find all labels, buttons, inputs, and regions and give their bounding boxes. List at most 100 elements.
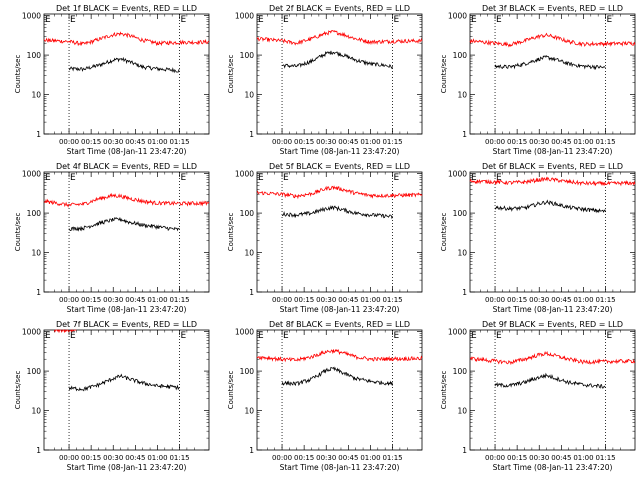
- plot-frame: [256, 13, 423, 135]
- interval-marker-label: E: [471, 15, 477, 25]
- x-tick-label: 00:15: [294, 138, 314, 146]
- x-tick-label: 00:00: [272, 296, 292, 304]
- x-tick-label: 01:15: [169, 296, 189, 304]
- x-tick-label: 01:00: [573, 138, 593, 146]
- y-tick-label: 1: [249, 130, 254, 139]
- y-tick-label: 100: [240, 367, 255, 376]
- y-tick-label: 1: [36, 446, 41, 455]
- x-tick-label: 01:15: [382, 454, 402, 462]
- y-tick-label: 100: [453, 367, 468, 376]
- plot-frame: [43, 13, 210, 135]
- interval-marker-label: E: [394, 15, 400, 25]
- x-tick-label: 01:00: [147, 138, 167, 146]
- x-tick-label: 00:30: [103, 296, 123, 304]
- y-axis-label: Counts/sec: [227, 213, 235, 252]
- x-axis-label: Start Time (08-Jan-11 23:47:20): [280, 147, 400, 156]
- x-tick-label: 01:00: [360, 454, 380, 462]
- y-axis-label: Counts/sec: [14, 371, 22, 410]
- lld-series-line: [256, 349, 423, 363]
- x-tick-label: 00:30: [529, 138, 549, 146]
- x-tick-label: 00:45: [551, 296, 571, 304]
- y-tick-label: 100: [27, 367, 42, 376]
- y-axis-label: Counts/sec: [440, 371, 448, 410]
- x-tick-label: 00:15: [81, 296, 101, 304]
- interval-marker-label: E: [607, 15, 613, 25]
- events-series-line: [68, 56, 180, 74]
- lld-series-line: [43, 31, 210, 47]
- interval-marker-label: E: [471, 331, 477, 341]
- y-tick-label: 10: [31, 249, 41, 258]
- x-axis-label: Start Time (08-Jan-11 23:47:20): [67, 305, 187, 314]
- plot-frame: [256, 171, 423, 293]
- x-tick-label: 00:45: [125, 454, 145, 462]
- x-tick-label: 01:00: [573, 296, 593, 304]
- y-tick-label: 1000: [448, 170, 467, 179]
- x-tick-label: 01:15: [595, 296, 615, 304]
- y-tick-label: 1000: [448, 328, 467, 337]
- lld-series-line: [256, 185, 423, 200]
- y-tick-label: 1000: [235, 170, 254, 179]
- interval-marker-label: E: [496, 15, 502, 25]
- interval-marker-label: E: [471, 173, 477, 183]
- detector-panel: Det 2f BLACK = Events, RED = LLD 1 10 100 10…: [227, 4, 423, 156]
- x-axis-label: Start Time (08-Jan-11 23:47:20): [493, 463, 613, 472]
- x-tick-label: 00:30: [529, 454, 549, 462]
- events-series-line: [494, 199, 606, 214]
- panel-title: Det 9f BLACK = Events, RED = LLD: [482, 320, 623, 329]
- y-tick-label: 1: [462, 446, 467, 455]
- y-tick-label: 1: [36, 288, 41, 297]
- x-axis-label: Start Time (08-Jan-11 23:47:20): [67, 463, 187, 472]
- interval-marker-label: E: [496, 173, 502, 183]
- y-axis-label: Counts/sec: [440, 55, 448, 94]
- interval-marker-label: E: [607, 331, 613, 341]
- y-tick-label: 100: [27, 209, 42, 218]
- lld-series-line: [469, 350, 636, 366]
- x-tick-label: 00:45: [338, 296, 358, 304]
- y-tick-label: 100: [240, 51, 255, 60]
- detector-panel: Det 1f BLACK = Events, RED = LLD 1 10 100 10…: [14, 4, 210, 156]
- lld-series-line: [43, 192, 210, 208]
- interval-marker-label: E: [45, 331, 51, 341]
- x-axis-label: Start Time (08-Jan-11 23:47:20): [67, 147, 187, 156]
- y-tick-label: 10: [457, 407, 467, 416]
- lld-series-line: [469, 176, 636, 187]
- x-tick-label: 00:30: [103, 454, 123, 462]
- x-tick-label: 00:30: [316, 296, 336, 304]
- detector-panel: Det 7f BLACK = Events, RED = LLD 1 10 100 10…: [14, 320, 210, 472]
- interval-marker-label: E: [181, 15, 187, 25]
- x-axis-label: Start Time (08-Jan-11 23:47:20): [493, 147, 613, 156]
- plot-frame: [43, 329, 210, 451]
- x-tick-label: 01:00: [573, 454, 593, 462]
- y-tick-label: 1000: [22, 328, 41, 337]
- interval-marker-label: E: [258, 173, 264, 183]
- x-tick-label: 00:00: [59, 138, 79, 146]
- events-series-line: [281, 366, 393, 387]
- x-tick-label: 00:00: [272, 138, 292, 146]
- x-tick-label: 00:30: [103, 138, 123, 146]
- interval-marker-label: E: [181, 173, 187, 183]
- y-tick-label: 100: [453, 51, 468, 60]
- panel-title: Det 7f BLACK = Events, RED = LLD: [56, 320, 197, 329]
- y-tick-label: 10: [31, 407, 41, 416]
- x-tick-label: 00:00: [485, 454, 505, 462]
- interval-marker-label: E: [607, 173, 613, 183]
- panel-title: Det 8f BLACK = Events, RED = LLD: [269, 320, 410, 329]
- events-series-line: [68, 373, 180, 392]
- x-tick-label: 00:00: [272, 454, 292, 462]
- y-tick-label: 10: [31, 91, 41, 100]
- y-tick-label: 1000: [448, 12, 467, 21]
- panel-title: Det 5f BLACK = Events, RED = LLD: [269, 162, 410, 171]
- x-tick-label: 00:15: [507, 454, 527, 462]
- x-tick-label: 00:15: [294, 454, 314, 462]
- interval-marker-label: E: [45, 173, 51, 183]
- y-axis-label: Counts/sec: [227, 55, 235, 94]
- interval-marker-label: E: [258, 331, 264, 341]
- plot-frame: [256, 329, 423, 451]
- interval-marker-label: E: [394, 173, 400, 183]
- events-series-line: [494, 372, 606, 389]
- plot-frame: [469, 13, 636, 135]
- x-tick-label: 00:15: [81, 454, 101, 462]
- y-tick-label: 1000: [22, 12, 41, 21]
- x-tick-label: 01:00: [360, 296, 380, 304]
